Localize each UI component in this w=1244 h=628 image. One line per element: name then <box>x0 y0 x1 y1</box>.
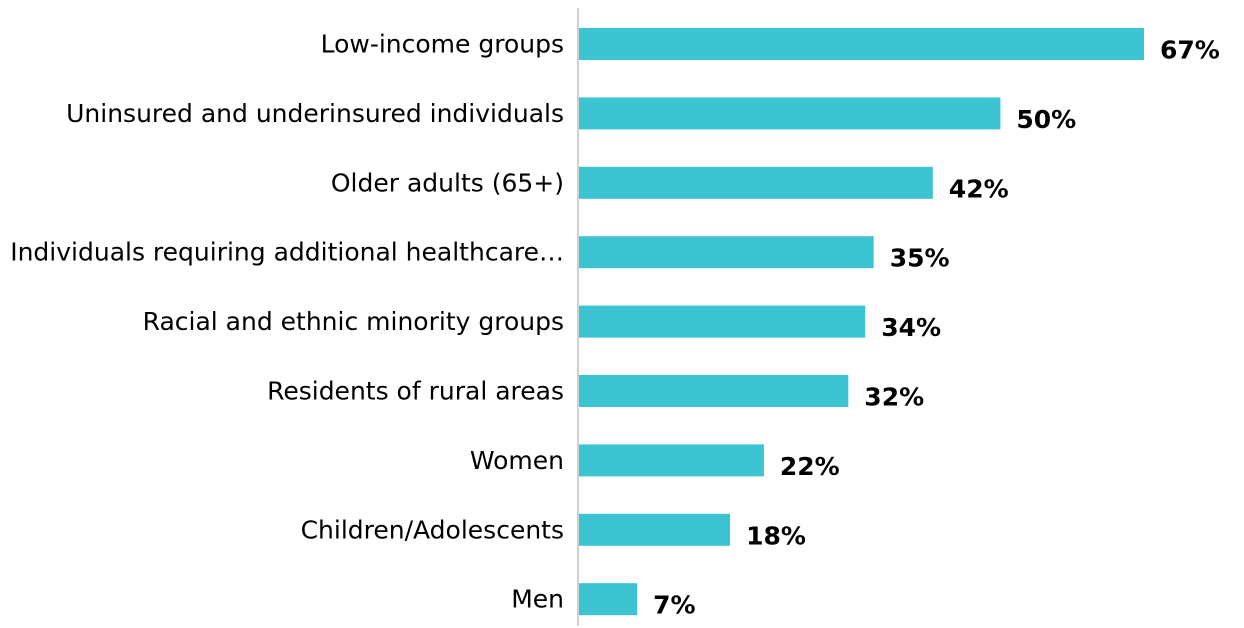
category-label: Individuals requiring additional healthc… <box>10 238 564 267</box>
value-label: 42% <box>949 174 1009 203</box>
value-label: 32% <box>864 383 924 412</box>
bar-6 <box>578 375 849 407</box>
bar-7 <box>578 444 764 477</box>
category-labels: Low-income groups Uninsured and underinsu… <box>10 30 564 614</box>
value-label: 7% <box>653 591 695 620</box>
bar-1 <box>578 28 1144 60</box>
bar-2 <box>578 97 1001 130</box>
category-label: Low-income groups <box>321 30 564 59</box>
value-label: 34% <box>881 313 941 342</box>
bar-8 <box>578 513 731 546</box>
value-label: 35% <box>890 244 950 273</box>
category-label: Older adults (65+) <box>331 168 564 197</box>
category-label: Children/Adolescents <box>301 515 564 544</box>
category-label: Racial and ethnic minority groups <box>143 307 564 336</box>
bar-3 <box>578 166 933 199</box>
value-label: 18% <box>746 521 806 550</box>
category-label: Uninsured and underinsured individuals <box>66 99 564 128</box>
value-labels: 67% 50% 42% 35% 34% 32% 22% 18% 7% <box>653 36 1220 620</box>
bar-4 <box>578 236 874 269</box>
category-label: Men <box>511 585 564 614</box>
bar-5 <box>578 305 866 338</box>
value-label: 67% <box>1160 36 1220 65</box>
bars <box>578 28 1144 616</box>
category-label: Residents of rural areas <box>267 377 564 406</box>
value-label: 50% <box>1016 105 1076 134</box>
value-label: 22% <box>780 452 840 481</box>
category-label: Women <box>470 446 564 475</box>
bar-9 <box>578 583 638 616</box>
